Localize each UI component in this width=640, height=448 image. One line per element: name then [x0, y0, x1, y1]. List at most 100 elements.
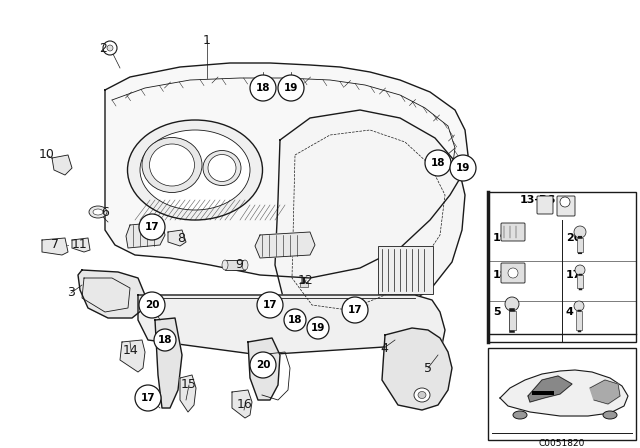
Circle shape	[575, 265, 585, 275]
Circle shape	[135, 385, 161, 411]
Text: 18: 18	[431, 158, 445, 168]
Bar	[488, 192, 636, 342]
Circle shape	[284, 309, 306, 331]
Polygon shape	[78, 270, 145, 318]
Circle shape	[154, 329, 176, 351]
Circle shape	[257, 292, 283, 318]
Text: 19: 19	[311, 323, 325, 333]
Polygon shape	[500, 370, 628, 416]
Ellipse shape	[93, 209, 103, 215]
Text: 20: 20	[145, 300, 159, 310]
Text: 17: 17	[141, 393, 156, 403]
Polygon shape	[590, 380, 620, 404]
Circle shape	[250, 75, 276, 101]
Polygon shape	[126, 222, 165, 248]
Polygon shape	[105, 63, 468, 278]
Ellipse shape	[414, 388, 430, 402]
Circle shape	[342, 297, 368, 323]
Text: 18: 18	[256, 83, 270, 93]
Text: 11: 11	[72, 238, 88, 251]
Text: 18: 18	[493, 270, 509, 280]
Text: 5: 5	[424, 362, 432, 375]
Circle shape	[450, 155, 476, 181]
Ellipse shape	[142, 138, 202, 193]
Polygon shape	[120, 340, 145, 372]
Bar	[576, 311, 582, 330]
Text: 17: 17	[566, 270, 582, 280]
Text: 19: 19	[493, 233, 509, 243]
Polygon shape	[382, 328, 452, 410]
Text: 18: 18	[288, 315, 302, 325]
FancyBboxPatch shape	[557, 196, 575, 216]
Text: 4: 4	[380, 341, 388, 354]
Polygon shape	[528, 376, 572, 402]
Circle shape	[307, 317, 329, 339]
Circle shape	[574, 226, 586, 238]
Ellipse shape	[203, 151, 241, 185]
Text: 15: 15	[181, 379, 197, 392]
Polygon shape	[42, 238, 68, 255]
Circle shape	[278, 75, 304, 101]
Polygon shape	[138, 295, 445, 355]
Bar	[378, 246, 433, 294]
Circle shape	[574, 301, 584, 311]
Ellipse shape	[222, 260, 228, 270]
Polygon shape	[255, 232, 315, 258]
Circle shape	[103, 41, 117, 55]
Bar	[577, 238, 583, 252]
Circle shape	[250, 352, 276, 378]
FancyBboxPatch shape	[501, 263, 525, 283]
Ellipse shape	[603, 411, 617, 419]
Ellipse shape	[208, 155, 236, 181]
Text: 2: 2	[99, 42, 107, 55]
Ellipse shape	[89, 206, 107, 218]
Ellipse shape	[150, 144, 195, 186]
Text: 10: 10	[39, 148, 55, 161]
Text: 3: 3	[67, 287, 75, 300]
FancyBboxPatch shape	[537, 196, 553, 214]
Text: 5: 5	[493, 307, 500, 317]
Circle shape	[107, 45, 113, 51]
Polygon shape	[232, 390, 252, 418]
Bar	[509, 311, 516, 330]
Text: 1: 1	[203, 34, 211, 47]
Polygon shape	[248, 338, 280, 400]
Circle shape	[505, 297, 519, 311]
Text: 17: 17	[262, 300, 277, 310]
Bar	[225, 260, 245, 270]
FancyBboxPatch shape	[501, 223, 525, 241]
Text: 12: 12	[298, 273, 314, 287]
Ellipse shape	[140, 130, 250, 210]
Polygon shape	[180, 375, 196, 412]
Bar	[577, 275, 583, 288]
Polygon shape	[72, 238, 90, 252]
Text: 14: 14	[123, 344, 139, 357]
Ellipse shape	[513, 411, 527, 419]
Bar	[532, 391, 554, 395]
Text: 20: 20	[566, 233, 581, 243]
Text: 16: 16	[237, 399, 253, 412]
Polygon shape	[52, 155, 72, 175]
Text: 19: 19	[456, 163, 470, 173]
Circle shape	[139, 292, 165, 318]
Text: C0051820: C0051820	[539, 439, 585, 448]
Ellipse shape	[127, 120, 262, 220]
Text: 6: 6	[101, 206, 109, 219]
Text: 20: 20	[256, 360, 270, 370]
Bar	[300, 282, 308, 287]
Text: 18: 18	[157, 335, 172, 345]
Text: 8: 8	[177, 232, 185, 245]
Circle shape	[508, 268, 518, 278]
Text: 4: 4	[566, 307, 574, 317]
Circle shape	[560, 197, 570, 207]
Circle shape	[139, 214, 165, 240]
Text: 7: 7	[51, 238, 59, 251]
Text: 17: 17	[348, 305, 362, 315]
Polygon shape	[168, 230, 186, 246]
Ellipse shape	[242, 260, 248, 270]
Text: 13-RS: 13-RS	[520, 195, 557, 205]
Text: 9: 9	[235, 258, 243, 271]
Circle shape	[425, 150, 451, 176]
Text: 17: 17	[145, 222, 159, 232]
Polygon shape	[155, 318, 182, 408]
